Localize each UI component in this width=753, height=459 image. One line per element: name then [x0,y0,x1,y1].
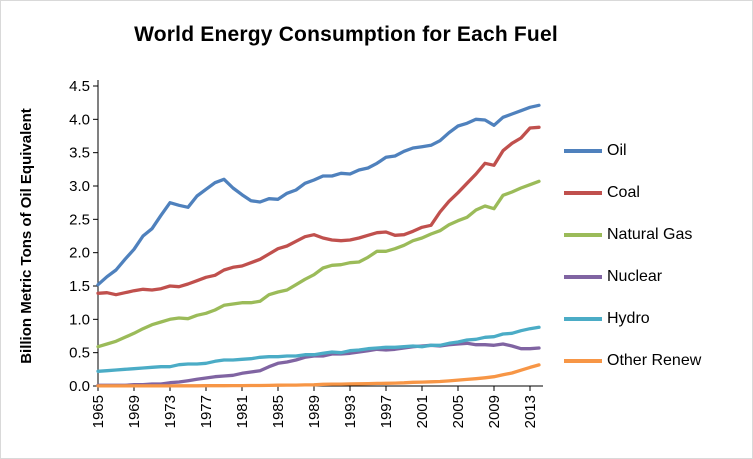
legend-item-other-renew: Other Renew [564,351,701,371]
legend-label-coal: Coal [607,184,640,201]
oil-line-swatch [564,149,602,153]
y-tick-label: 4.5 [69,78,90,95]
legend-item-oil: Oil [564,141,701,161]
legend-label-hydro: Hydro [607,310,650,327]
series-line-hydro [96,325,541,373]
y-tick-label: 3.0 [69,178,90,195]
x-tick-label: 2005 [450,395,467,428]
legend-label-natural-gas: Natural Gas [607,226,693,243]
natural-gas-line-swatch [564,233,602,237]
x-tick-label: 1997 [378,395,395,428]
legend-label-nuclear: Nuclear [607,268,663,285]
nuclear-line-swatch [564,275,602,279]
legend-item-coal: Coal [564,183,701,203]
series-line-natural-gas [96,179,541,349]
x-tick-label: 1985 [270,395,287,428]
x-tick-label: 1981 [234,395,251,428]
y-tick-label: 3.5 [69,145,90,162]
x-tick-label: 2013 [522,395,539,428]
legend-item-hydro: Hydro [564,309,701,329]
x-tick-label: 1993 [342,395,359,428]
y-axis-title: Billion Metric Tons of Oil Equivalent [18,108,35,364]
x-tick-label: 1989 [306,395,323,428]
legend: Oil Coal Natural Gas Nuclear Hydro Other… [564,141,701,393]
other-renew-line-swatch [564,359,602,363]
y-tick-label: 2.5 [69,211,90,228]
x-tick-label: 1965 [90,395,107,428]
legend-label-other-renew: Other Renew [607,352,702,369]
y-tick-label: 4.0 [69,111,90,128]
x-tick-label: 1973 [162,395,179,428]
coal-line-swatch [564,191,602,195]
y-tick-label: 1.5 [69,278,90,295]
x-tick-label: 1977 [198,395,215,428]
y-tick-label: 0.0 [69,378,90,395]
series-line-nuclear [96,341,541,387]
x-tick-label: 1969 [126,395,143,428]
series-line-oil [96,103,541,287]
legend-label-oil: Oil [607,142,627,159]
hydro-line-swatch [564,317,602,321]
y-tick-label: 1.0 [69,311,90,328]
legend-item-nuclear: Nuclear [564,267,701,287]
plot-area: 0.0 0.5 1.0 1.5 2.0 2.5 3.0 3.5 4.0 4.5 1965 1969 19… [69,78,543,428]
y-tick-label: 2.0 [69,245,90,262]
series-line-coal [96,125,541,297]
x-tick-label: 2009 [486,395,503,428]
legend-item-natural-gas: Natural Gas [564,225,701,245]
chart-title: World Energy Consumption for Each Fuel [134,23,558,46]
series-line-other-renew [96,363,541,388]
y-tick-label: 0.5 [69,345,90,362]
x-tick-label: 2001 [414,395,431,428]
